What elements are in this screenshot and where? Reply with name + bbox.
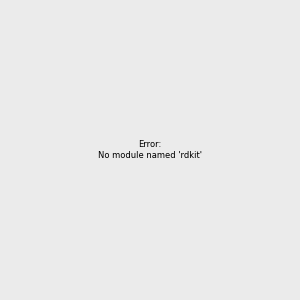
Text: Error:
No module named 'rdkit': Error: No module named 'rdkit' bbox=[98, 140, 202, 160]
